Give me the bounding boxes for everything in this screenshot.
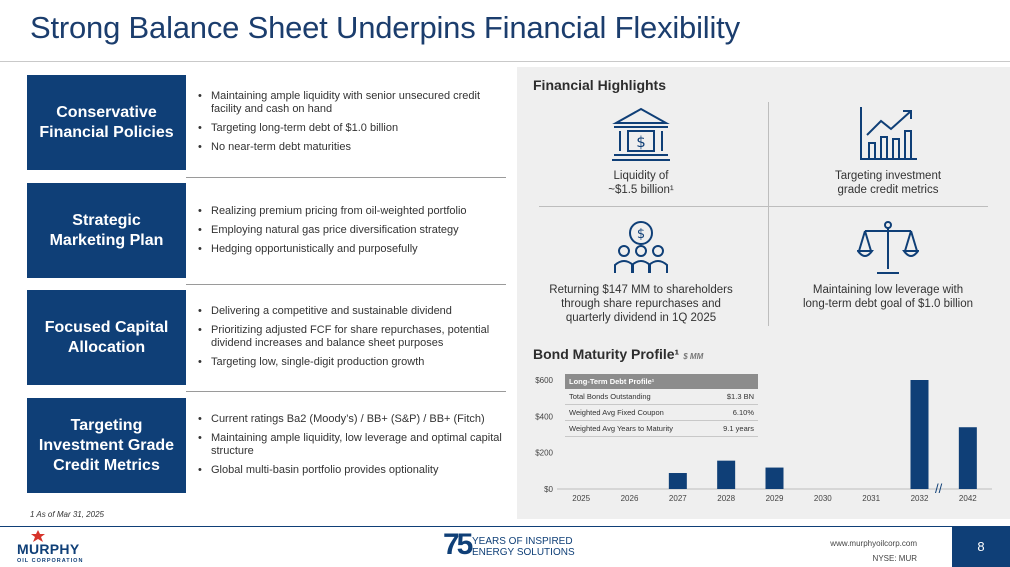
bar-2027 <box>668 473 687 489</box>
bullet-item: Prioritizing adjusted FCF for share repu… <box>198 324 508 350</box>
website-link[interactable]: www.murphyoilcorp.com <box>830 539 917 548</box>
table-row: Weighted Avg Fixed Coupon 6.10% <box>565 404 758 421</box>
highlight-text: Maintaining low leverage with <box>812 284 964 296</box>
section-investment-grade: Targeting Investment Grade Credit Metric… <box>27 398 507 493</box>
company-info: www.murphyoilcorp.com NYSE: MUR <box>830 536 917 566</box>
section-label: Strategic Marketing Plan <box>27 183 186 278</box>
bond-maturity-chart: $0 $200 $400 $600 2025 2026 2027 2028 2029 2030 20… <box>535 376 992 503</box>
shareholders-icon: $ <box>614 221 668 273</box>
svg-text:$: $ <box>636 133 646 151</box>
x-tick-label: 2032 <box>911 494 929 503</box>
x-tick-label: 2029 <box>766 494 784 503</box>
x-tick-label: 2031 <box>862 494 880 503</box>
section-label: Focused Capital Allocation <box>27 290 186 385</box>
highlight-credit-metrics: Targeting investment grade credit metric… <box>803 105 973 197</box>
table-cell-value: $1.3 BN <box>708 389 758 405</box>
x-tick-label: 2042 <box>959 494 977 503</box>
bullet-item: No near-term debt maturities <box>198 141 508 154</box>
table-header: Long-Term Debt Profile¹ <box>565 374 758 389</box>
svg-text:$: $ <box>637 227 645 242</box>
section-label: Conservative Financial Policies <box>27 75 186 170</box>
debt-profile-table: Long-Term Debt Profile¹ Total Bonds Outs… <box>565 374 758 437</box>
logo-subtitle: OIL CORPORATION <box>17 558 84 564</box>
bullet-item: Current ratings Ba2 (Moody’s) / BB+ (S&P… <box>198 413 508 426</box>
bullet-item: Targeting low, single-digit production g… <box>198 356 508 369</box>
bar-2032 <box>910 380 929 489</box>
grid-divider-vertical <box>768 102 769 326</box>
y-tick-label: $600 <box>535 376 553 385</box>
highlight-text: Returning $147 MM to shareholders <box>549 284 733 296</box>
highlight-shareholder-returns: $ Returning $147 MM to shareholders thro… <box>535 219 747 325</box>
page-number: 8 <box>952 526 1010 567</box>
growth-chart-icon <box>860 107 917 160</box>
bullet-item: Targeting long-term debt of $1.0 billion <box>198 122 508 135</box>
section-conservative-policies: Conservative Financial Policies Maintain… <box>27 75 507 170</box>
y-tick-label: $200 <box>535 449 553 458</box>
highlight-text: grade credit metrics <box>837 184 939 196</box>
footnote: 1 As of Mar 31, 2025 <box>30 510 104 519</box>
section-divider <box>186 391 506 392</box>
bullet-list: Current ratings Ba2 (Moody’s) / BB+ (S&P… <box>198 413 508 483</box>
table-cell-value: 6.10% <box>708 404 758 421</box>
footer-divider <box>0 526 1010 527</box>
bond-unit: $ MM <box>683 352 704 361</box>
table-cell-label: Weighted Avg Years to Maturity <box>565 420 709 437</box>
scales-icon <box>857 221 919 274</box>
table-row: Total Bonds Outstanding $1.3 BN <box>565 389 758 405</box>
title-divider <box>0 61 1010 62</box>
section-divider <box>186 177 506 178</box>
y-tick-label: $0 <box>544 485 553 494</box>
x-tick-label: 2027 <box>669 494 687 503</box>
financial-panel: Financial Highlights $ Liquidity of ~$1.… <box>517 67 1010 519</box>
bullet-item: Hedging opportunistically and purposeful… <box>198 243 508 256</box>
table-row: Weighted Avg Years to Maturity 9.1 years <box>565 420 758 437</box>
x-tick-label: 2030 <box>814 494 832 503</box>
anniversary-text: YEARS OF INSPIRED ENERGY SOLUTIONS <box>472 536 575 558</box>
page-title: Strong Balance Sheet Underpins Financial… <box>30 10 740 45</box>
highlights-title: Financial Highlights <box>533 77 667 93</box>
bullet-item: Maintaining ample liquidity with senior … <box>198 90 508 116</box>
bullet-list: Delivering a competitive and sustainable… <box>198 305 508 375</box>
highlight-text: quarterly dividend in 1Q 2025 <box>565 312 717 324</box>
x-tick-label: 2028 <box>717 494 735 503</box>
section-divider <box>186 284 506 285</box>
highlight-text: through share repurchases and <box>561 298 721 310</box>
bank-icon: $ <box>612 107 670 161</box>
section-label: Targeting Investment Grade Credit Metric… <box>27 398 186 493</box>
table-cell-value: 9.1 years <box>708 420 758 437</box>
bond-profile-title: Bond Maturity Profile¹ $ MM <box>533 346 703 362</box>
bullet-item: Realizing premium pricing from oil-weigh… <box>198 205 508 218</box>
bullet-item: Global multi-basin portfolio provides op… <box>198 464 508 477</box>
ticker: NYSE: MUR <box>872 554 917 563</box>
axis-break-mark: // <box>935 481 943 496</box>
highlight-text: Targeting investment <box>834 170 942 182</box>
bullet-item: Employing natural gas price diversificat… <box>198 224 508 237</box>
section-strategic-marketing: Strategic Marketing Plan Realizing premi… <box>27 183 507 278</box>
bullet-list: Realizing premium pricing from oil-weigh… <box>198 205 508 262</box>
bullet-list: Maintaining ample liquidity with senior … <box>198 90 508 160</box>
bar-2029 <box>765 467 784 489</box>
anniversary-number: 75 <box>443 528 473 561</box>
y-tick-label: $400 <box>535 412 553 421</box>
bar-2042 <box>958 427 977 489</box>
table-cell-label: Total Bonds Outstanding <box>565 389 709 405</box>
bullet-item: Maintaining ample liquidity, low leverag… <box>198 432 508 458</box>
table-cell-label: Weighted Avg Fixed Coupon <box>565 404 709 421</box>
anniversary-line: YEARS OF INSPIRED <box>472 536 573 547</box>
grid-divider-horizontal <box>539 206 988 207</box>
logo-name: MURPHY <box>17 541 80 557</box>
highlight-text: Liquidity of <box>613 170 669 182</box>
star-logo-icon <box>31 530 45 542</box>
section-capital-allocation: Focused Capital Allocation Delivering a … <box>27 290 507 385</box>
x-tick-label: 2026 <box>621 494 639 503</box>
highlight-liquidity: $ Liquidity of ~$1.5 billion¹ <box>573 105 709 197</box>
bar-2028 <box>717 460 736 489</box>
highlight-text: long-term debt goal of $1.0 billion <box>802 298 974 310</box>
bullet-item: Delivering a competitive and sustainable… <box>198 305 508 318</box>
x-tick-label: 2025 <box>572 494 590 503</box>
highlight-text: ~$1.5 billion¹ <box>608 184 674 196</box>
bond-title-text: Bond Maturity Profile¹ <box>533 346 680 362</box>
highlight-low-leverage: Maintaining low leverage with long-term … <box>783 219 993 311</box>
anniversary-line: ENERGY SOLUTIONS <box>472 547 575 558</box>
